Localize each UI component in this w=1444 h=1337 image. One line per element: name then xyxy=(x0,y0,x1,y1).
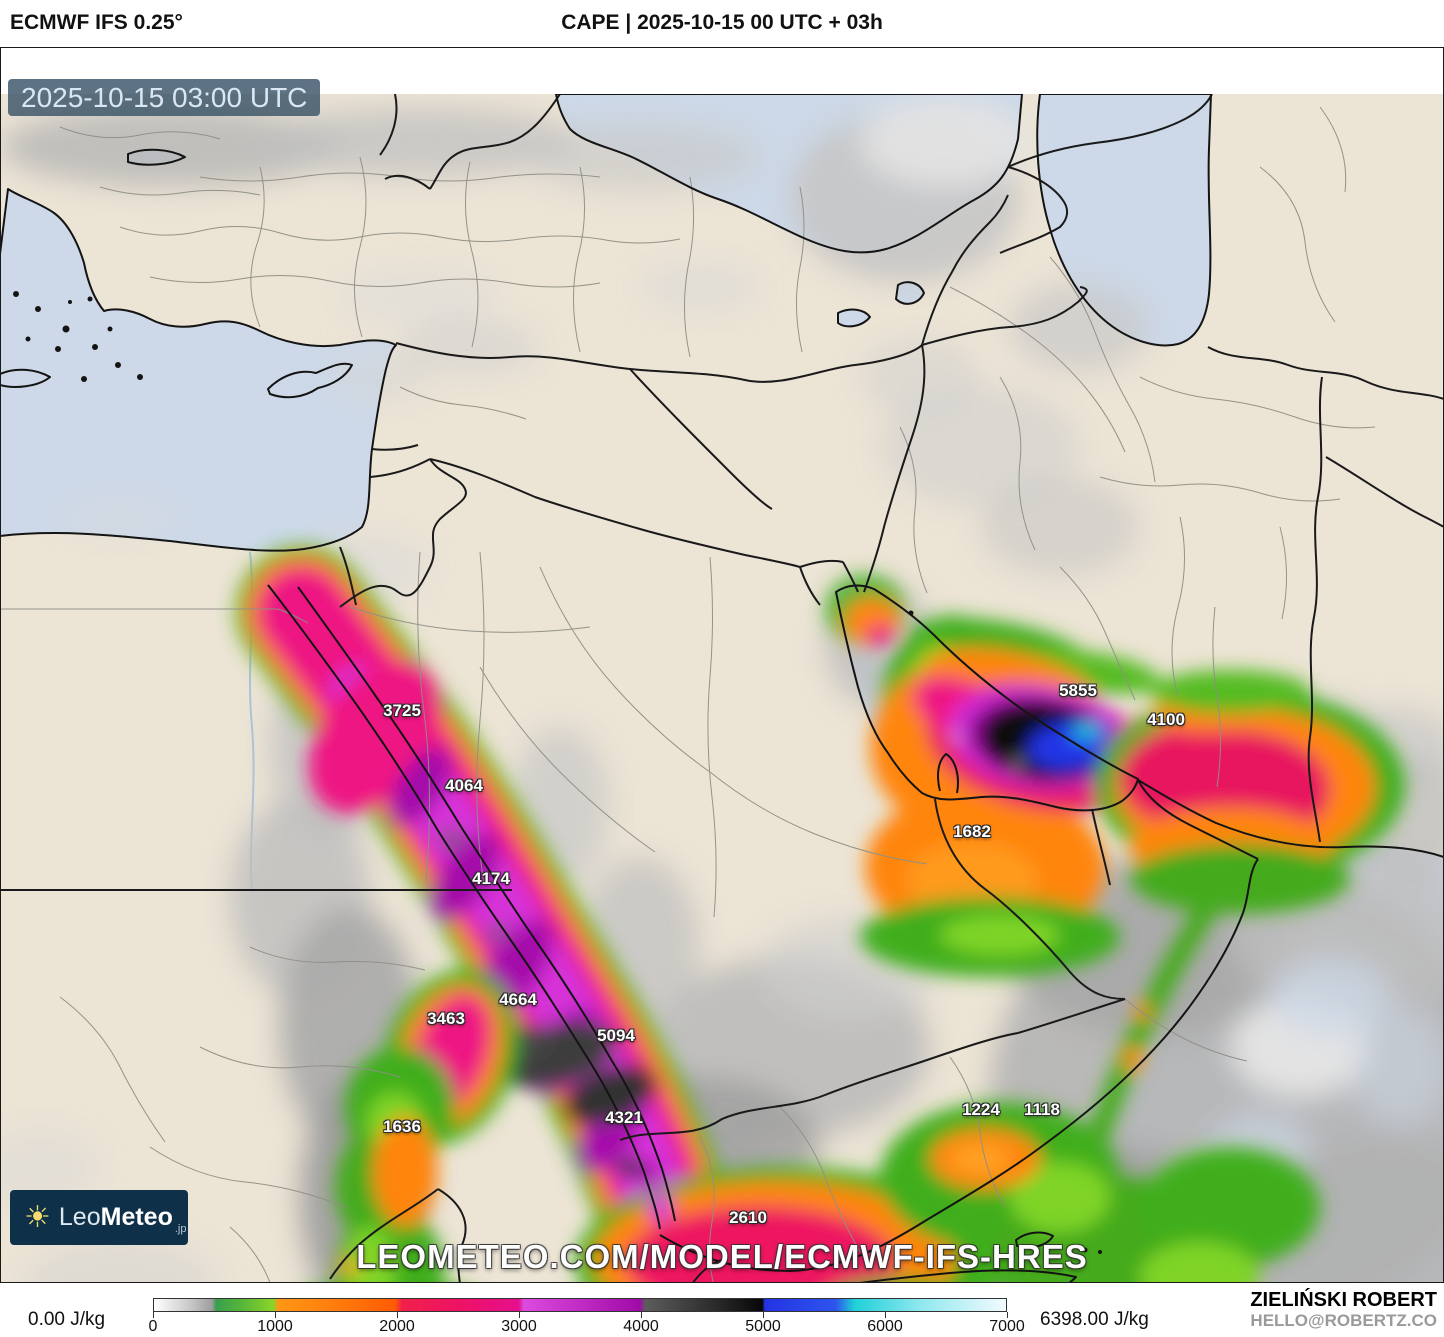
colorbar-tick xyxy=(519,1312,520,1318)
colorbar-tick xyxy=(1007,1312,1008,1318)
credits-block: ZIELIŃSKI ROBERT HELLO@ROBERTZ.CO xyxy=(1250,1288,1437,1330)
aegean-islands xyxy=(13,291,1102,1254)
chart-title: CAPE | 2025-10-15 00 UTC + 03h xyxy=(561,11,883,34)
footer-bar: 0.00 J/kg 0 1000 2000 3000 4000 5000 6000 7000 … xyxy=(0,1283,1444,1337)
colorbar-tick-label: 3000 xyxy=(501,1318,537,1335)
colorbar-tick xyxy=(275,1312,276,1318)
colorbar-tick-label: 6000 xyxy=(867,1318,903,1335)
cape-color-layer xyxy=(236,546,1405,1283)
model-label: ECMWF IFS 0.25° xyxy=(10,11,183,34)
lake-van xyxy=(838,309,870,327)
map-canvas xyxy=(0,94,1444,1283)
timestamp-overlay: 2025-10-15 03:00 UTC xyxy=(8,79,321,116)
map-area xyxy=(0,47,1444,1283)
mediterranean-sea xyxy=(0,189,396,551)
coastlines xyxy=(0,94,1444,1283)
colorbar-tick-label: 7000 xyxy=(989,1318,1025,1335)
leometeo-logo: ☀ Leo Meteo .jp xyxy=(10,1190,188,1245)
logo-text-bold: Meteo xyxy=(100,1203,173,1231)
colorbar-tick xyxy=(763,1312,764,1318)
colorbar-tick xyxy=(641,1312,642,1318)
colorbar-gradient xyxy=(153,1298,1007,1312)
colorbar-tick-label: 5000 xyxy=(745,1318,781,1335)
lake-urmia xyxy=(896,282,924,304)
colorbar-tick xyxy=(397,1312,398,1318)
colorbar-tick-label: 1000 xyxy=(257,1318,293,1335)
colorbar-tick-label: 2000 xyxy=(379,1318,415,1335)
watermark: LEOMETEO.COM/MODEL/ECMWF-IFS-HRES xyxy=(356,1238,1088,1275)
logo-suffix: .jp xyxy=(174,1223,187,1235)
logo-text-light: Leo xyxy=(58,1203,101,1231)
colorbar-tick xyxy=(153,1312,154,1318)
sun-icon: ☀ xyxy=(24,1200,51,1234)
colorbar-tick xyxy=(885,1312,886,1318)
colorbar-min-label: 0.00 J/kg xyxy=(28,1309,106,1330)
colorbar-max-label: 6398.00 J/kg xyxy=(1040,1309,1149,1330)
colorbar-tick-label: 4000 xyxy=(623,1318,659,1335)
author-email: HELLO@ROBERTZ.CO xyxy=(1250,1311,1437,1330)
author-name: ZIELIŃSKI ROBERT xyxy=(1250,1289,1437,1311)
header-bar: ECMWF IFS 0.25° CAPE | 2025-10-15 00 UTC… xyxy=(0,0,1444,47)
country-borders xyxy=(0,94,1444,1283)
colorbar-tick-label: 0 xyxy=(148,1318,158,1335)
